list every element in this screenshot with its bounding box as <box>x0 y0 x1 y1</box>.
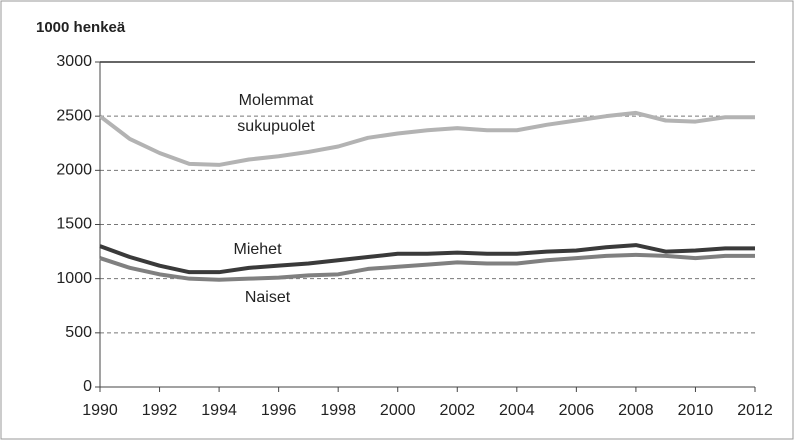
x-tick-label: 2010 <box>678 402 714 419</box>
y-tick-label: 1500 <box>56 216 92 233</box>
line <box>98 110 755 167</box>
y-tick-label: 0 <box>83 378 92 395</box>
y-tick-label: 2500 <box>56 107 92 124</box>
line <box>99 252 755 282</box>
x-tick-label: 2006 <box>559 402 595 419</box>
y-axis-title: 1000 henkeä <box>36 19 126 36</box>
x-tick-label: 1998 <box>320 402 356 419</box>
x-tick-label: 1996 <box>261 402 297 419</box>
y-tick-label: 1000 <box>56 270 92 287</box>
y-tick-label: 500 <box>65 324 92 341</box>
y-tick-label: 3000 <box>56 53 92 70</box>
y-tick-label: 2000 <box>56 162 92 179</box>
series-label: Naiset <box>244 289 291 306</box>
x-tick-label: 1990 <box>82 402 118 419</box>
x-tick-label: 2000 <box>380 402 416 419</box>
x-tick-label: 1994 <box>201 402 237 419</box>
x-tick-label: 2002 <box>439 402 475 419</box>
x-tick-label: 2008 <box>618 402 654 419</box>
series-label: Miehet <box>233 241 282 258</box>
x-tick-label: 2012 <box>737 402 773 419</box>
line <box>99 243 755 275</box>
series-label: Molemmat sukupuolet <box>237 92 315 135</box>
x-tick-label: 2004 <box>499 402 535 419</box>
x-tick-label: 1992 <box>142 402 178 419</box>
